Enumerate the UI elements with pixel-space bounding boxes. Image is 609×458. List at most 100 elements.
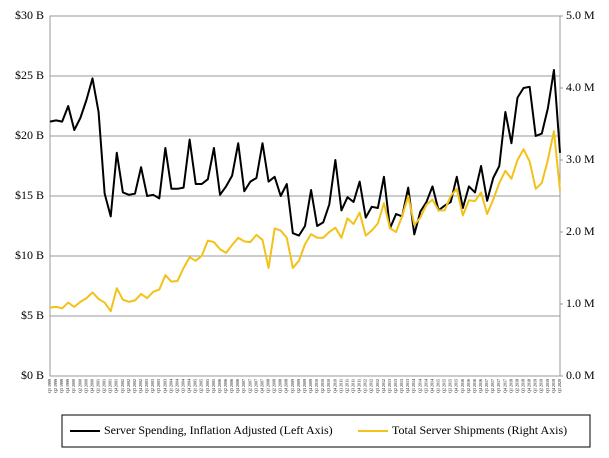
x-tick-label: Q1 2002: [120, 379, 125, 393]
x-tick-label: Q4 2012: [381, 379, 386, 393]
x-tick-label: Q3 2002: [132, 379, 137, 393]
y2-tick-label: 1.0 M: [566, 296, 595, 310]
x-tick-label: Q4 2006: [235, 379, 240, 393]
x-tick-label: Q4 2018: [527, 379, 532, 393]
x-tick-label: Q1 2018: [508, 379, 513, 393]
x-tick-label: Q3 2014: [423, 379, 428, 393]
x-tick-label: Q1 2008: [265, 379, 270, 393]
y-tick-label: $5 B: [21, 308, 44, 322]
legend-box: [61, 414, 591, 448]
x-tick-label: Q3 2013: [399, 379, 404, 393]
x-tick-label: Q4 2017: [502, 379, 507, 393]
x-tick-label: Q2 1999: [53, 379, 58, 393]
y-tick-label: $15 B: [15, 188, 44, 202]
x-tick-label: Q4 2007: [259, 379, 264, 393]
x-tick-label: Q4 2019: [551, 379, 556, 393]
x-tick-label: Q4 2014: [429, 379, 434, 393]
x-tick-label: Q4 2013: [405, 379, 410, 393]
x-tick-label: Q2 2008: [272, 379, 277, 393]
x-tick-label: Q1 2019: [533, 379, 538, 393]
x-tick-label: Q4 2010: [332, 379, 337, 393]
x-tick-label: Q2 2010: [320, 379, 325, 393]
x-tick-label: Q4 2004: [187, 379, 192, 393]
x-tick-label: Q2 2003: [150, 379, 155, 393]
x-tick-label: Q1 2016: [460, 379, 465, 393]
x-tick-label: Q1 2017: [484, 379, 489, 393]
x-tick-label: Q1 2003: [144, 379, 149, 393]
x-tick-label: Q3 2019: [545, 379, 550, 393]
x-tick-label: Q2 2007: [247, 379, 252, 393]
y-tick-label: $30 B: [15, 8, 44, 22]
y-tick-label: $0 B: [21, 368, 44, 382]
x-tick-label: Q2 2011: [344, 379, 349, 393]
x-tick-label: Q4 2003: [162, 379, 167, 393]
x-tick-label: Q2 2004: [174, 379, 179, 393]
x-tick-label: Q2 2018: [514, 379, 519, 393]
x-tick-label: Q1 2009: [290, 379, 295, 393]
x-tick-label: Q3 2016: [472, 379, 477, 393]
x-tick-label: Q1 2013: [387, 379, 392, 393]
x-tick-label: Q1 2020: [557, 379, 562, 393]
x-tick-label: Q4 2008: [284, 379, 289, 393]
x-tick-label: Q3 2010: [326, 379, 331, 393]
y2-tick-label: 3.0 M: [566, 152, 595, 166]
x-tick-label: Q3 2000: [83, 379, 88, 393]
x-tick-label: Q3 2006: [229, 379, 234, 393]
x-tick-label: Q2 2019: [539, 379, 544, 393]
x-tick-label: Q2 2012: [369, 379, 374, 393]
series-line: [49, 130, 561, 313]
y-tick-label: $25 B: [15, 68, 44, 82]
x-tick-label: Q2 2000: [77, 379, 82, 393]
x-tick-label: Q3 2017: [496, 379, 501, 393]
y2-tick-label: 2.0 M: [566, 224, 595, 238]
x-tick-label: Q3 2018: [520, 379, 525, 393]
x-tick-label: Q4 2011: [357, 379, 362, 393]
x-tick-label: Q3 2001: [108, 379, 113, 393]
y2-tick-label: 5.0 M: [566, 8, 595, 22]
x-tick-label: Q1 2006: [217, 379, 222, 393]
x-tick-label: Q4 2005: [211, 379, 216, 393]
y2-tick-label: 4.0 M: [566, 80, 595, 94]
plot-frame: [49, 15, 561, 377]
x-tick-label: Q1 2007: [241, 379, 246, 393]
x-tick-label: Q1 1999: [47, 379, 52, 393]
x-tick-label: Q2 2014: [417, 379, 422, 393]
y2-tick-label: 0.0 M: [566, 368, 595, 382]
x-tick-label: Q1 2012: [363, 379, 368, 393]
x-tick-label: Q1 2001: [95, 379, 100, 393]
x-tick-label: Q4 2016: [478, 379, 483, 393]
x-tick-label: Q2 2016: [466, 379, 471, 393]
x-tick-label: Q1 2011: [338, 379, 343, 393]
x-tick-label: Q3 2008: [278, 379, 283, 393]
x-tick-label: Q3 2009: [302, 379, 307, 393]
x-tick-label: Q2 2013: [393, 379, 398, 393]
y-tick-label: $10 B: [15, 248, 44, 262]
x-tick-label: Q1 2004: [168, 379, 173, 393]
x-tick-label: Q2 2009: [296, 379, 301, 393]
x-tick-label: Q1 2000: [71, 379, 76, 393]
series-line: [49, 69, 561, 237]
x-tick-label: Q1 2014: [411, 379, 416, 393]
x-tick-label: Q3 1999: [59, 379, 64, 393]
legend-label: Server Spending, Inflation Adjusted (Lef…: [104, 423, 333, 437]
x-tick-label: Q1 2010: [314, 379, 319, 393]
x-tick-label: Q3 2003: [156, 379, 161, 393]
x-tick-label: Q4 2002: [138, 379, 143, 393]
y-tick-label: $20 B: [15, 128, 44, 142]
x-tick-label: Q3 2015: [448, 379, 453, 393]
x-tick-label: Q4 1999: [65, 379, 70, 393]
x-tick-label: Q2 2006: [223, 379, 228, 393]
x-tick-label: Q4 2000: [89, 379, 94, 393]
x-tick-label: Q3 2004: [180, 379, 185, 393]
x-tick-label: Q2 2001: [102, 379, 107, 393]
x-tick-label: Q4 2009: [308, 379, 313, 393]
x-tick-label: Q4 2015: [454, 379, 459, 393]
x-tick-label: Q1 2005: [193, 379, 198, 393]
x-tick-label: Q3 2012: [375, 379, 380, 393]
x-tick-label: Q3 2005: [205, 379, 210, 393]
x-tick-label: Q3 2011: [350, 379, 355, 393]
x-tick-label: Q1 2015: [435, 379, 440, 393]
x-tick-label: Q3 2007: [253, 379, 258, 393]
x-tick-label: Q2 2002: [126, 379, 131, 393]
